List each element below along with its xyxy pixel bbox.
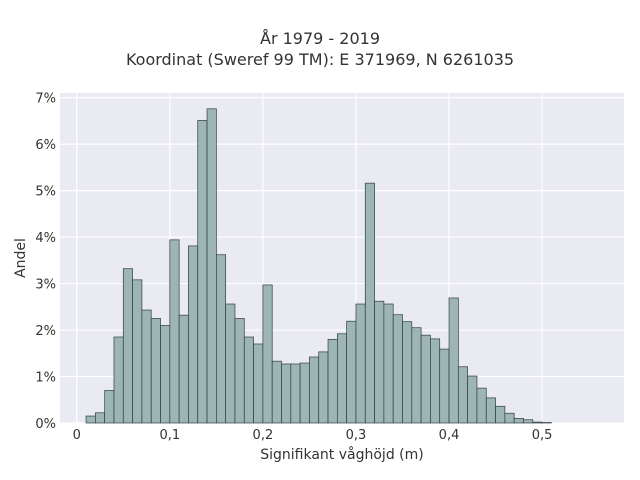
histogram-bar (318, 351, 329, 424)
histogram-bar (113, 336, 124, 424)
chart-subtitle: Koordinat (Sweref 99 TM): E 371969, N 62… (125, 50, 515, 69)
histogram-bar (448, 297, 459, 424)
histogram-bar (392, 314, 403, 424)
histogram-bar (374, 300, 385, 424)
histogram-bar (281, 363, 292, 424)
y-tick-label: 5% (35, 185, 56, 200)
histogram-bar (243, 336, 254, 424)
histogram-bar (430, 338, 441, 424)
histogram-bar (532, 421, 543, 424)
histogram-bar (457, 366, 468, 424)
histogram-bar (95, 412, 106, 424)
histogram-bar (411, 327, 422, 424)
histogram-bar (197, 120, 208, 424)
histogram-bar (476, 387, 487, 424)
histogram-bar (122, 268, 133, 424)
histogram-bar (355, 303, 366, 424)
histogram-bar (383, 303, 394, 424)
chart-title: År 1979 - 2019 (260, 29, 380, 48)
histogram-bar (104, 390, 115, 424)
histogram-bar (234, 318, 245, 424)
histogram-bar (253, 343, 264, 424)
histogram-bar (299, 362, 310, 424)
histogram-bar (206, 108, 217, 424)
histogram-bar (485, 397, 496, 424)
x-tick-label: 0 (73, 428, 81, 443)
histogram-bar (467, 375, 478, 424)
y-tick-label: 1% (35, 371, 56, 386)
y-tick-label: 2% (35, 324, 56, 339)
y-tick-label: 4% (35, 231, 56, 246)
histogram-bar (141, 309, 152, 424)
histogram-bar (169, 239, 180, 424)
histogram-bar (495, 405, 506, 424)
x-tick-label: 0,2 (253, 428, 274, 443)
y-tick-label: 6% (35, 138, 56, 153)
histogram-bar (262, 284, 273, 424)
histogram-bar (346, 320, 357, 424)
histogram-bar (420, 334, 431, 424)
histogram-bar (132, 279, 143, 424)
histogram-bar (402, 321, 413, 424)
histogram-bar (309, 356, 320, 424)
histogram-bar (160, 325, 171, 424)
x-tick-label: 0,4 (439, 428, 460, 443)
histogram-bar (439, 348, 450, 424)
x-tick-label: 0,1 (159, 428, 180, 443)
histogram-bar (85, 415, 96, 424)
histogram-bar (364, 182, 375, 424)
histogram-bar (188, 245, 199, 424)
histogram-bar (504, 412, 515, 424)
histogram-bar (216, 254, 227, 424)
histogram-bar (178, 314, 189, 424)
x-tick-label: 0,3 (346, 428, 367, 443)
histogram-bar (225, 303, 236, 424)
y-axis-label: Andel (13, 238, 29, 278)
histogram-bar (523, 419, 534, 424)
histogram-bar (290, 363, 301, 424)
histogram-bar (150, 318, 161, 424)
histogram-bar (513, 418, 524, 424)
x-tick-label: 0,5 (532, 428, 553, 443)
histogram-bar (271, 360, 282, 424)
y-tick-label: 7% (35, 92, 56, 107)
y-tick-label: 0% (35, 417, 56, 432)
histogram-bar (327, 338, 338, 424)
x-axis-label: Signifikant våghöjd (m) (260, 447, 424, 463)
y-tick-label: 3% (35, 278, 56, 293)
histogram-bar (336, 333, 348, 424)
